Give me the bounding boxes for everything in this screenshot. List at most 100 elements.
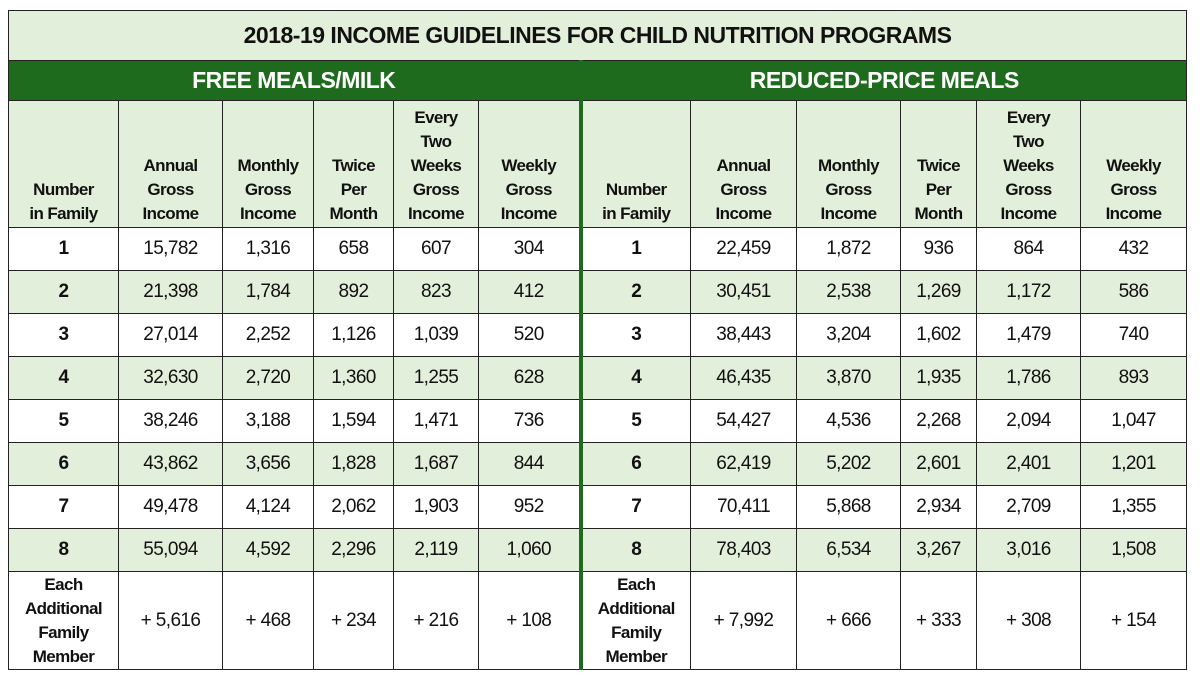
cell-line: Additional [24, 598, 103, 618]
table-row: 1 15,782 1,316 658 607 304 1 22,459 1,872 936 864 4… [8, 227, 1188, 271]
table-cell: 1,255 [393, 356, 479, 400]
table-cell: 1,060 [478, 528, 581, 572]
row-label: 2 [578, 270, 691, 314]
row-label: 5 [8, 399, 119, 443]
row-label: 6 [578, 442, 691, 486]
cell-line: Every [414, 108, 458, 127]
row-label: 4 [8, 356, 119, 400]
cell-line: Number [605, 180, 667, 199]
table-cell: 4,536 [796, 399, 901, 443]
table-cell: 5,202 [796, 442, 901, 486]
table-cell: 1,872 [796, 227, 901, 271]
column-header: Monthly Gross Income [796, 100, 901, 228]
cell-line: Per [925, 180, 952, 199]
column-header: Every Two Weeks Gross Income [393, 100, 479, 228]
column-header: Twice Per Month [313, 100, 394, 228]
table-cell: 2,934 [900, 485, 977, 529]
table-cell: 2,296 [313, 528, 394, 572]
cell-line: Gross [147, 180, 194, 199]
table-cell: 2,601 [900, 442, 977, 486]
table-cell: 412 [478, 270, 581, 314]
table-cell: 520 [478, 313, 581, 357]
table-cell: 70,411 [690, 485, 797, 529]
table-cell: 736 [478, 399, 581, 443]
table-cell: 628 [478, 356, 581, 400]
table-cell: 2,119 [393, 528, 479, 572]
column-header: Every Two Weeks Gross Income [976, 100, 1081, 228]
table-cell: 4,592 [222, 528, 314, 572]
table-cell: 1,360 [313, 356, 394, 400]
table-cell: 1,047 [1079, 399, 1188, 443]
table-cell: 740 [1079, 313, 1188, 357]
table-cell: 46,435 [690, 356, 797, 400]
column-header: Twice Per Month [900, 100, 977, 228]
table-cell: 2,094 [976, 399, 1081, 443]
row-label: 6 [8, 442, 119, 486]
table-cell: 3,656 [222, 442, 314, 486]
cell-line: Each [44, 574, 83, 594]
row-label: 3 [578, 313, 691, 357]
cell-line: in Family [602, 204, 671, 223]
cell-line: Income [240, 204, 297, 223]
cell-line: Gross [720, 180, 767, 199]
cell-line: Gross [505, 180, 553, 199]
cell-line: Two [1013, 132, 1045, 151]
table-cell: 43,862 [118, 442, 223, 486]
table-cell: 6,534 [796, 528, 901, 572]
table-cell: 658 [313, 227, 394, 271]
column-header: Weekly Gross Income [1079, 100, 1188, 228]
row-label: 1 [578, 227, 691, 271]
cell-line: Weekly [501, 156, 557, 175]
cell-line: Month [329, 204, 379, 223]
cell-line: Member [605, 646, 668, 666]
table-cell: 2,720 [222, 356, 314, 400]
cell-line: Per [340, 180, 367, 199]
table-cell: 1,355 [1079, 485, 1188, 529]
row-label: Each Additional Family Member [578, 571, 691, 670]
table-cell: 1,126 [313, 313, 394, 357]
table-cell: 1,594 [313, 399, 394, 443]
table-cell: 1,602 [900, 313, 977, 357]
table-cell: 27,014 [118, 313, 223, 357]
table-cell: 30,451 [690, 270, 797, 314]
table-cell: + 108 [478, 571, 581, 670]
cell-line: Family [611, 622, 662, 642]
column-header: Monthly Gross Income [222, 100, 314, 228]
table-cell: + 468 [222, 571, 314, 670]
table-cell: 32,630 [118, 356, 223, 400]
table-cell: 607 [393, 227, 479, 271]
table-cell: 1,039 [393, 313, 479, 357]
table-cell: 1,316 [222, 227, 314, 271]
table-cell: + 666 [796, 571, 901, 670]
cell-line: Number [33, 180, 94, 199]
section-title: FREE MEALS/MILK [8, 60, 581, 101]
income-table: 2018-19 INCOME GUIDELINES FOR CHILD NUTR… [7, 10, 1188, 670]
table-cell: 864 [976, 227, 1081, 271]
cell-line: Income [820, 204, 878, 223]
table-cell: 78,403 [690, 528, 797, 572]
table-cell: 3,870 [796, 356, 901, 400]
header-row: Number in Family Annual Gross Income Monthly G… [8, 100, 1188, 228]
column-header: Number in Family [8, 100, 119, 228]
column-header: Annual Gross Income [690, 100, 797, 228]
table-row: Each Additional Family Member + 5,616 + 468 + … [8, 571, 1188, 670]
table-cell: 823 [393, 270, 479, 314]
table-cell: 2,538 [796, 270, 901, 314]
table-cell: 2,709 [976, 485, 1081, 529]
table-cell: 936 [900, 227, 977, 271]
table-row: 3 27,014 2,252 1,126 1,039 520 3 38,443 3,204 1,6… [8, 313, 1188, 357]
row-label: 8 [578, 528, 691, 572]
table-title: 2018-19 INCOME GUIDELINES FOR CHILD NUTR… [7, 10, 1188, 61]
table-row: 4 32,630 2,720 1,360 1,255 628 4 46,435 3,870 1,9… [8, 356, 1188, 400]
cell-line: Additional [597, 598, 676, 618]
table-cell: 62,419 [690, 442, 797, 486]
cell-line: Each [617, 574, 656, 594]
column-header: Annual Gross Income [118, 100, 223, 228]
table-cell: 1,508 [1079, 528, 1188, 572]
table-cell: + 234 [313, 571, 394, 670]
row-label: 7 [8, 485, 119, 529]
row-label: 5 [578, 399, 691, 443]
table-cell: + 7,992 [690, 571, 797, 670]
table-row: 5 38,246 3,188 1,594 1,471 736 5 54,427 4,536 2,2… [8, 399, 1188, 443]
table-cell: + 5,616 [118, 571, 223, 670]
